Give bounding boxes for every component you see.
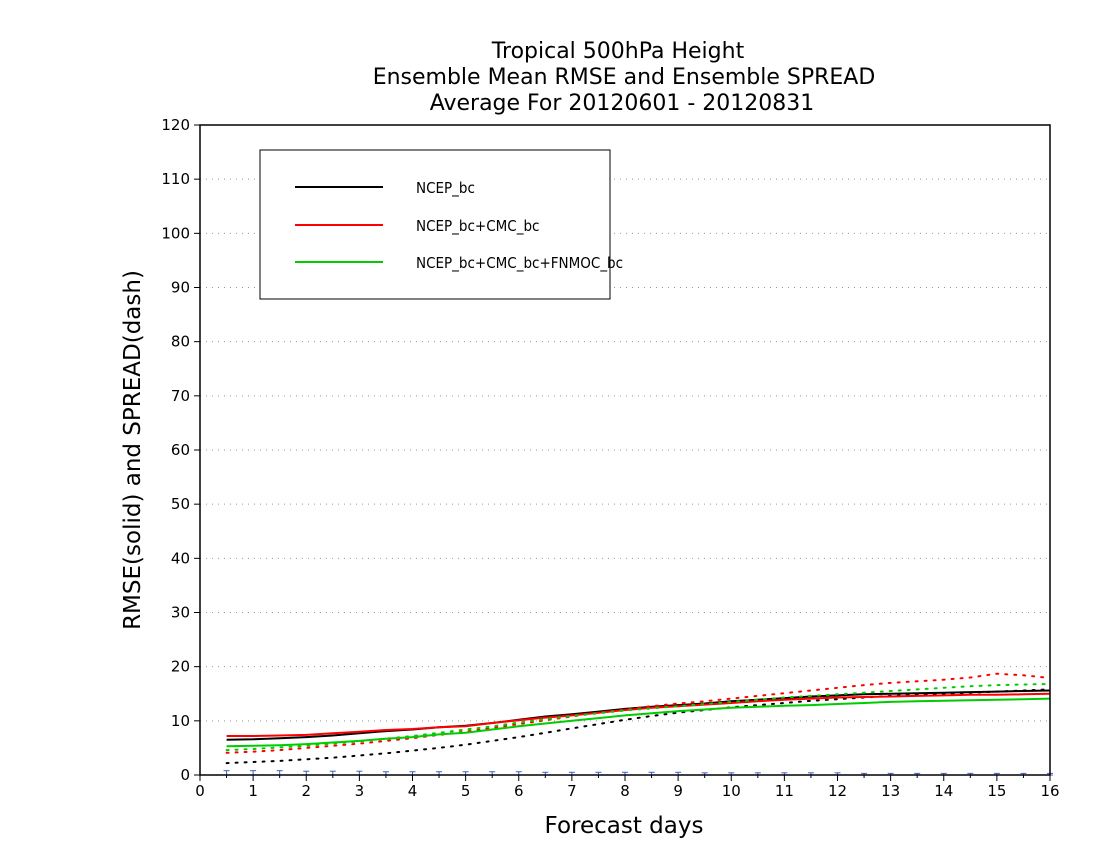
y-tick-label: 30 [171,604,190,622]
x-tick-label: 4 [408,782,418,800]
x-axis-label: Forecast days [545,813,704,839]
x-tick-label: 10 [722,782,741,800]
series-layer [225,672,1051,765]
y-tick-label: 90 [171,279,190,297]
y-tick-label: 50 [171,495,190,513]
x-tick-label: 9 [673,782,683,800]
chart-title-line-3: Average For 20120601 - 20120831 [430,91,815,116]
chart-title-line-2: Ensemble Mean RMSE and Ensemble SPREAD [373,65,876,90]
y-tick-label: 60 [171,441,190,459]
x-tick-label: 1 [248,782,258,800]
x-tick-label: 7 [567,782,577,800]
x-tick-label: 0 [195,782,205,800]
legend-label-ncep-cmc-fnmoc: NCEP_bc+CMC_bc+FNMOC_bc [416,254,623,273]
y-tick-label: 100 [161,224,190,242]
y-tick-label: 10 [171,712,190,730]
x-tick-label: 11 [775,782,794,800]
x-tick-label: 16 [1040,782,1059,800]
y-tick-label: 20 [171,658,190,676]
y-tick-label: 40 [171,549,190,567]
rmse-line-series-2 [226,697,1051,748]
x-tick-label: 6 [514,782,524,800]
x-tick-label: 8 [620,782,630,800]
y-tick-label: 70 [171,387,190,405]
x-tick-label: 12 [828,782,847,800]
x-tick-label: 14 [934,782,953,800]
legend-label-ncep-bc: NCEP_bc [416,179,475,198]
x-tick-label: 5 [461,782,471,800]
spread-line-series-0 [225,688,1051,765]
x-tick-label: 15 [987,782,1006,800]
grid [200,178,1050,722]
spread-line-series-1 [225,672,1051,754]
y-tick-label: 110 [161,170,190,188]
y-tick-label: 0 [180,766,190,784]
x-tick-label: 13 [881,782,900,800]
x-tick-label: 3 [355,782,365,800]
y-tick-label: 120 [161,116,190,134]
legend-label-ncep-cmc: NCEP_bc+CMC_bc [416,217,539,236]
legend: NCEP_bc NCEP_bc+CMC_bc NCEP_bc+CMC_bc+FN… [259,149,623,300]
x-tick-label: 2 [301,782,311,800]
y-axis-label: RMSE(solid) and SPREAD(dash) [120,270,146,630]
chart-title-line-1: Tropical 500hPa Height [491,39,745,64]
y-tick-label: 80 [171,333,190,351]
axis-ticks [194,124,1051,781]
